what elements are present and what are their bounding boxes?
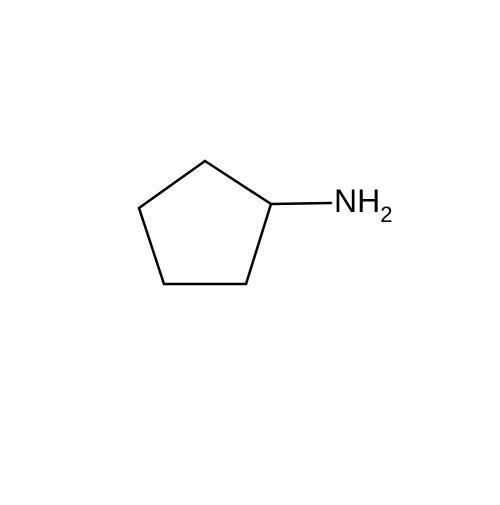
label-sub: 2: [380, 202, 392, 227]
amine-label: NH2: [334, 183, 392, 222]
label-main: NH: [334, 183, 380, 219]
molecule-svg: [0, 0, 500, 500]
bonds-group: [139, 161, 331, 284]
molecule-canvas: NH2: [0, 0, 500, 500]
